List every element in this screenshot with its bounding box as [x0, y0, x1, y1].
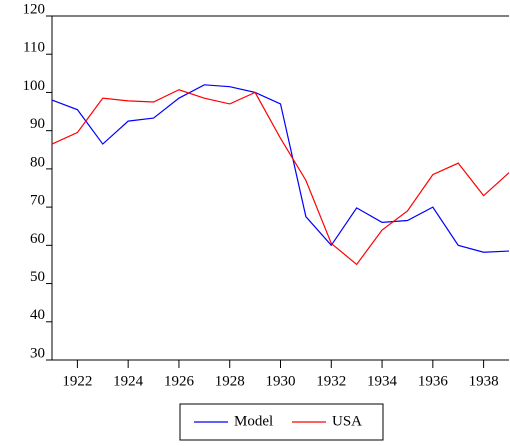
- series-line: [51, 89, 510, 266]
- y-tick-label: 40: [30, 307, 45, 323]
- x-tick-label: 1936: [418, 373, 449, 389]
- x-tick-label: 1928: [215, 373, 245, 389]
- legend-label: Model: [234, 413, 273, 429]
- y-tick-label: 90: [30, 116, 45, 132]
- y-tick-label: 30: [30, 345, 45, 361]
- x-tick-label: 1932: [316, 373, 346, 389]
- series-line: [51, 84, 510, 253]
- x-tick-label: 1938: [469, 373, 499, 389]
- legend-label: USA: [332, 413, 362, 429]
- y-tick-label: 70: [30, 193, 45, 209]
- y-tick-label: 100: [23, 78, 46, 94]
- x-tick-label: 1926: [164, 373, 195, 389]
- x-tick-label: 1924: [113, 373, 144, 389]
- x-tick-label: 1930: [266, 373, 296, 389]
- x-tick-label: 1934: [367, 373, 398, 389]
- y-tick-label: 110: [23, 40, 45, 56]
- y-tick-label: 120: [23, 1, 46, 17]
- y-tick-label: 80: [30, 154, 45, 170]
- y-tick-label: 60: [30, 231, 45, 247]
- x-tick-label: 1922: [62, 373, 92, 389]
- plot-frame: [51, 15, 509, 361]
- y-tick-label: 50: [30, 269, 45, 285]
